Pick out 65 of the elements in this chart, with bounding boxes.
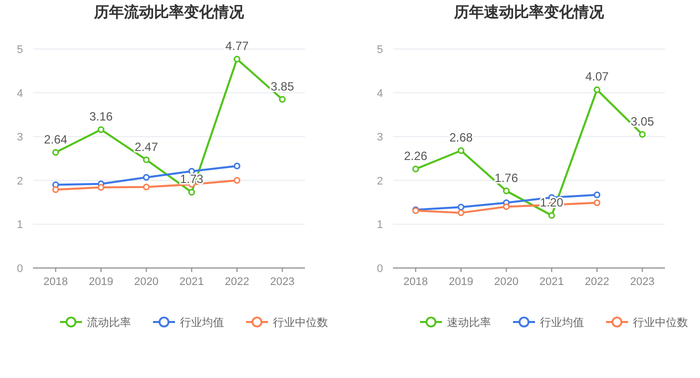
data-label: 2.68 — [449, 130, 473, 145]
legend-label: 行业中位数 — [273, 316, 328, 329]
x-tick-label: 2018 — [403, 276, 428, 288]
legend-label: 行业均值 — [180, 316, 224, 329]
y-tick-label: 4 — [16, 88, 23, 100]
data-label: 3.85 — [270, 79, 294, 94]
x-tick-label: 2022 — [584, 276, 610, 288]
point — [594, 86, 600, 94]
y-tick-label: 1 — [16, 219, 23, 232]
x-tick-label: 2018 — [43, 276, 68, 288]
data-label: 4.07 — [585, 70, 609, 84]
point — [412, 166, 420, 172]
chart-title: 历年速动比率变化情况 — [453, 3, 605, 21]
point — [52, 186, 60, 193]
data-label: 3.05 — [630, 114, 654, 128]
point — [234, 56, 240, 62]
y-tick-label: 3 — [16, 132, 23, 144]
data-label: 2.26 — [404, 149, 428, 164]
point — [142, 184, 150, 190]
point — [234, 177, 240, 184]
y-tick-label: 5 — [376, 44, 383, 56]
point — [594, 192, 600, 198]
legend-label: 行业中位数 — [633, 316, 688, 329]
x-tick-label: 2020 — [494, 276, 519, 288]
x-tick-label: 2020 — [134, 276, 159, 288]
data-label: 1.76 — [494, 170, 518, 185]
point — [458, 204, 464, 210]
point — [594, 199, 600, 206]
point — [98, 126, 104, 133]
chart-title: 历年流动比率变化情况 — [93, 3, 245, 21]
point — [142, 156, 150, 164]
point — [502, 203, 510, 210]
x-tick-label: 2023 — [270, 276, 295, 288]
y-tick-label: 0 — [16, 263, 23, 275]
x-tick-label: 2021 — [539, 276, 564, 288]
data-label: 3.16 — [89, 110, 113, 124]
y-tick-label: 5 — [16, 44, 23, 56]
x-tick-label: 2023 — [630, 276, 655, 288]
legend-label: 速动比率 — [447, 316, 491, 329]
point — [142, 174, 150, 181]
point — [638, 131, 646, 138]
point — [52, 149, 60, 156]
point — [234, 162, 240, 170]
point — [458, 147, 464, 154]
data-label: 2.47 — [134, 140, 158, 154]
x-tick-label: 2019 — [88, 276, 114, 288]
legend-label: 行业均值 — [540, 316, 584, 329]
point — [278, 96, 286, 103]
point — [98, 184, 104, 191]
legend-label: 流动比率 — [87, 316, 131, 329]
point — [502, 188, 510, 194]
x-tick-label: 2019 — [448, 276, 474, 288]
x-tick-label: 2021 — [179, 276, 204, 288]
point — [458, 209, 464, 216]
point — [188, 188, 196, 196]
y-tick-label: 2 — [376, 175, 383, 188]
y-tick-label: 0 — [376, 263, 383, 275]
point — [548, 212, 556, 219]
data-label: 2.64 — [44, 132, 68, 146]
y-tick-label: 2 — [16, 175, 23, 188]
x-tick-label: 2022 — [224, 276, 250, 288]
y-tick-label: 4 — [376, 88, 383, 100]
y-tick-label: 3 — [376, 132, 383, 144]
y-tick-label: 1 — [376, 219, 383, 232]
data-label: 4.77 — [225, 39, 249, 54]
